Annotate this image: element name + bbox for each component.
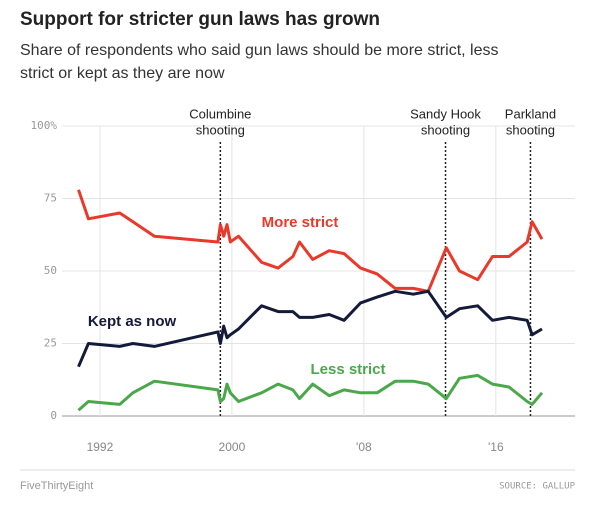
x-tick-label: '08: [356, 440, 372, 454]
source: SOURCE: GALLUP: [499, 482, 575, 492]
y-tick-label: 0: [50, 409, 57, 422]
annotation: Columbine: [189, 106, 251, 121]
subtitle: strict or kept as they are now: [20, 65, 225, 82]
annotation: Parkland: [505, 106, 556, 121]
y-tick-label: 75: [44, 192, 57, 205]
y-tick-label: 50: [44, 264, 57, 277]
series-line: [77, 289, 543, 368]
credit: FiveThirtyEight: [20, 480, 93, 492]
x-tick-label: 1992: [87, 440, 114, 454]
series-label: More strict: [262, 214, 339, 231]
annotation: shooting: [506, 122, 555, 137]
series-label: Kept as now: [88, 313, 177, 330]
x-tick-label: '16: [488, 440, 504, 454]
y-tick-label: 25: [44, 337, 57, 350]
series-line: [77, 373, 544, 412]
series-line: [77, 189, 544, 293]
chart-title: Support for stricter gun laws has grown: [20, 9, 380, 30]
annotation: shooting: [196, 122, 245, 137]
subtitle: Share of respondents who said gun laws s…: [20, 42, 498, 59]
annotation: shooting: [421, 122, 470, 137]
series-label: Less strict: [310, 361, 385, 378]
annotation: Sandy Hook: [410, 106, 481, 121]
x-tick-label: 2000: [219, 440, 246, 454]
y-tick-label: 100%: [31, 119, 58, 132]
